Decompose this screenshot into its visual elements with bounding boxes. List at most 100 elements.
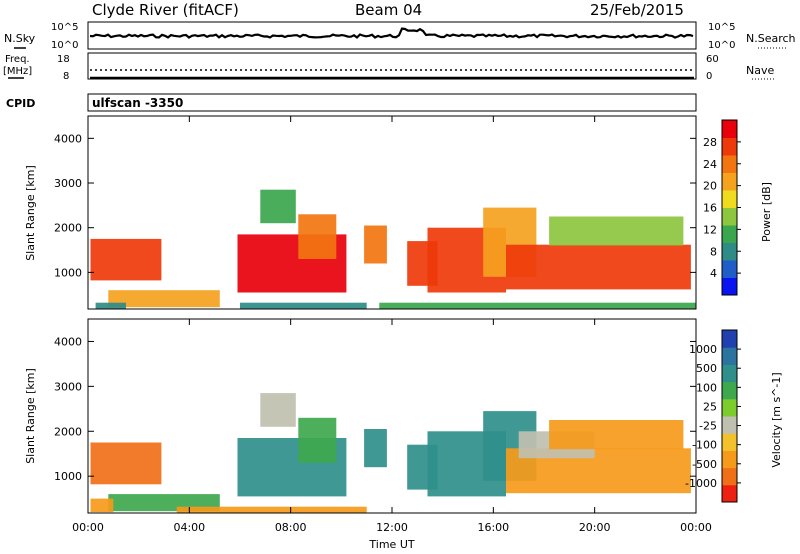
- colorbar-tick-label: -25: [699, 420, 717, 433]
- colorbar-segment: [722, 260, 737, 278]
- colorbar-tick-label: 20: [703, 180, 717, 193]
- colorbar-segment: [722, 277, 737, 296]
- colorbar-segment: [722, 207, 737, 226]
- nave-tick-bottom: 0: [706, 71, 712, 82]
- colorbar-segment: [722, 242, 737, 261]
- power-colorbar: 4 8 12 16 20 24 28: [703, 119, 741, 296]
- x-tick-label: 20:00: [579, 521, 611, 534]
- colorbar-tick-label: 24: [703, 158, 717, 171]
- colorbar-segment: [722, 172, 737, 191]
- y-tick-label: 3000: [54, 380, 82, 393]
- noise-left-tick-top: 10^5: [51, 22, 78, 33]
- noise-sky-label: N.Sky: [4, 32, 36, 45]
- noise-left-tick-bottom: 10^0: [51, 40, 78, 51]
- noise-panel-frame: [87, 21, 697, 50]
- colorbar-tick-label: 28: [703, 136, 717, 149]
- noise-right-tick-top: 10^5: [708, 22, 735, 33]
- colorbar-segment: [722, 330, 737, 348]
- colorbar-segment: [722, 364, 737, 383]
- x-tick-label: 04:00: [173, 521, 205, 534]
- y-tick-label: 4000: [54, 335, 82, 348]
- freq-unit-label: [MHz]: [3, 66, 32, 77]
- colorbar-tick-label: 16: [703, 202, 717, 215]
- colorbar-segment: [722, 484, 737, 503]
- colorbar-segment: [722, 416, 737, 434]
- colorbar-segment: [722, 120, 737, 138]
- power-colorbar-label: Power [dB]: [760, 182, 773, 242]
- range-time-patch: [364, 225, 387, 264]
- y-tick-label: 2000: [54, 425, 82, 438]
- colorbar-tick-label: 25: [703, 400, 717, 413]
- x-tick-label: 16:00: [477, 521, 509, 534]
- power-panel: 1000 2000 3000 4000 Slant Range [km]: [24, 115, 697, 310]
- power-ylabel: Slant Range [km]: [24, 165, 37, 261]
- colorbar-segment: [722, 190, 737, 208]
- range-time-patch: [95, 302, 126, 309]
- nave-label: Nave: [746, 64, 774, 77]
- colorbar-tick-label: 500: [696, 362, 717, 375]
- x-tick-label: 00:00: [680, 521, 712, 534]
- range-time-patch: [549, 420, 684, 450]
- range-time-patch: [108, 290, 220, 308]
- nave-tick-top: 60: [706, 54, 719, 65]
- colorbar-tick-label: 8: [710, 245, 717, 258]
- range-time-patch: [90, 238, 162, 281]
- beam-title: Beam 04: [355, 1, 422, 19]
- range-time-patch: [364, 429, 387, 468]
- range-time-patch: [90, 442, 162, 485]
- colorbar-tick-label: 12: [703, 223, 717, 236]
- freq-tick-bottom: 8: [63, 71, 69, 82]
- range-time-patch: [379, 302, 696, 309]
- velocity-panel: 1000 2000 3000 4000 Slant Range [km]: [24, 318, 697, 514]
- noise-sky-trace: [89, 27, 694, 39]
- y-tick-label: 4000: [54, 132, 82, 145]
- cpid-value: ulfscan -3350: [92, 96, 183, 110]
- colorbar-segment: [722, 398, 737, 417]
- range-time-patch: [90, 498, 114, 513]
- range-time-patch: [298, 214, 337, 259]
- colorbar-segment: [722, 225, 737, 243]
- xaxis-label: Time UT: [368, 538, 414, 551]
- x-tick-label: 12:00: [376, 521, 408, 534]
- date-title: 25/Feb/2015: [590, 1, 684, 19]
- freq-panel-frame: [87, 52, 697, 80]
- colorbar-tick-label: -100: [692, 439, 717, 452]
- velocity-colorbar: -1000 -500 -100 -25 25 100 500 1000: [685, 329, 741, 503]
- colorbar-frame: [721, 329, 738, 503]
- velocity-ylabel: Slant Range [km]: [24, 368, 37, 464]
- cpid-label: CPID: [6, 97, 35, 110]
- freq-tick-top: 18: [57, 54, 70, 65]
- x-tick-label: 08:00: [275, 521, 307, 534]
- cpid-panel-frame: [87, 93, 697, 112]
- colorbar-tick-label: 4: [710, 267, 717, 280]
- colorbar-segment: [722, 450, 737, 469]
- range-time-patch: [176, 506, 367, 513]
- noise-search-label: N.Search: [746, 32, 796, 45]
- colorbar-tick-label: -1000: [685, 477, 717, 490]
- colorbar-tick-label: 1000: [689, 343, 717, 356]
- y-tick-label: 1000: [54, 470, 82, 483]
- y-tick-label: 3000: [54, 177, 82, 190]
- colorbar-tick-label: -500: [692, 458, 717, 471]
- range-time-patch: [298, 417, 337, 463]
- colorbar-segment: [722, 381, 737, 400]
- noise-right-tick-bottom: 10^0: [708, 40, 735, 51]
- colorbar-segment: [722, 137, 737, 156]
- colorbar-segment: [722, 155, 737, 173]
- y-tick-label: 2000: [54, 222, 82, 235]
- range-time-patch: [260, 189, 296, 224]
- colorbar-segment: [722, 433, 737, 451]
- range-time-patch: [240, 302, 367, 309]
- colorbar-segment: [722, 467, 737, 486]
- range-time-patch: [506, 244, 691, 290]
- colorbar-segment: [722, 347, 737, 365]
- colorbar-tick-label: 100: [696, 381, 717, 394]
- range-time-patch: [260, 393, 296, 427]
- station-title: Clyde River (fitACF): [92, 1, 239, 19]
- range-time-patch: [549, 216, 684, 246]
- freq-label: Freq.: [5, 54, 30, 65]
- y-tick-label: 1000: [54, 266, 82, 279]
- velocity-colorbar-label: Velocity [m s^-1]: [770, 372, 783, 467]
- x-tick-label: 00:00: [72, 521, 104, 534]
